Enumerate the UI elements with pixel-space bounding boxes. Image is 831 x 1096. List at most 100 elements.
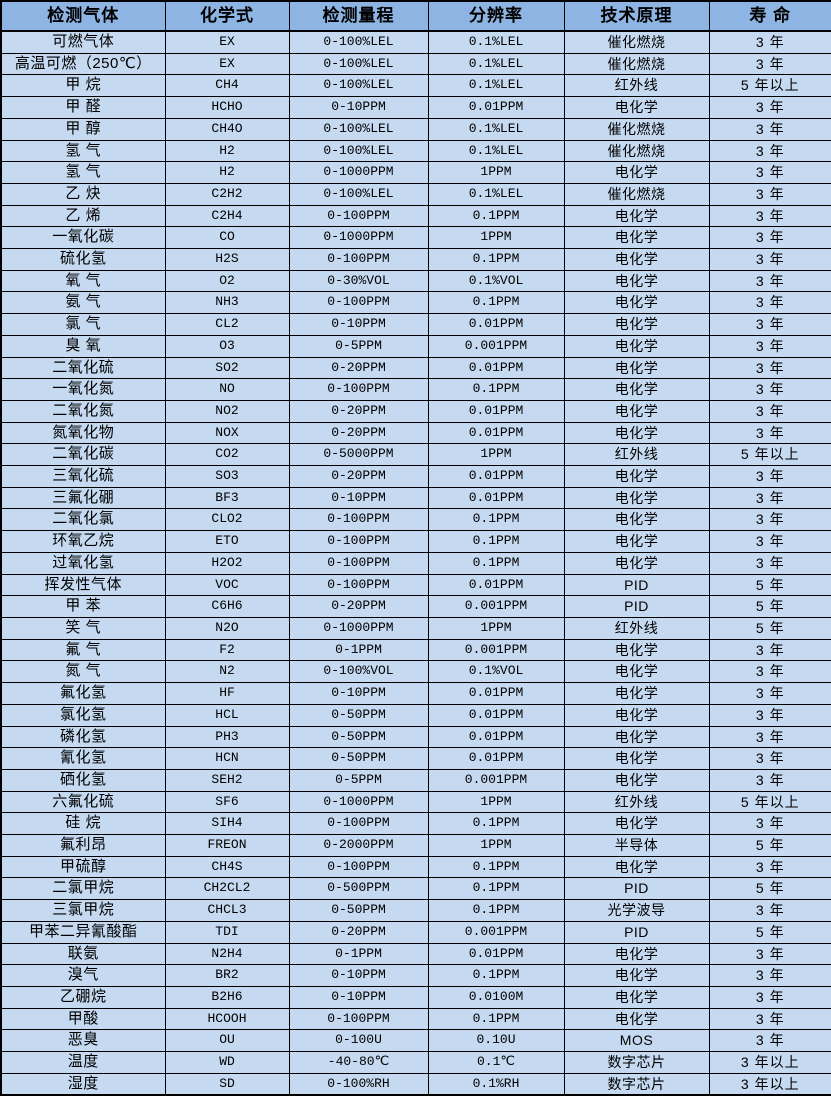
cell-service-life: 5 年 — [708, 920, 831, 944]
cell-chemical-formula: F2 — [164, 638, 290, 662]
table-row: 联氨 N2H4 0-1PPM 0.01PPM 电化学 3 年 — [0, 942, 831, 966]
cell-resolution: 0.01PPM — [427, 942, 565, 966]
cell-gas-name: 一氧化氮 — [0, 378, 166, 401]
cell-detection-range: 0-100PPM — [288, 204, 429, 228]
cell-service-life: 3 年 — [708, 248, 831, 271]
cell-technical-principle: 催化燃烧 — [563, 117, 710, 141]
cell-detection-range: 0-2000PPM — [288, 834, 429, 857]
cell-resolution: 0.001PPM — [427, 638, 565, 662]
cell-detection-range: 0-10PPM — [288, 985, 429, 1009]
cell-service-life: 3 年 — [708, 139, 831, 163]
cell-chemical-formula: B2H6 — [164, 985, 290, 1009]
cell-chemical-formula: CH4S — [164, 855, 290, 879]
cell-service-life: 3 年 — [708, 226, 831, 250]
table-row: 乙 炔 C2H2 0-100%LEL 0.1%LEL 催化燃烧 3 年 — [0, 182, 831, 206]
table-row: 甲 苯 C6H6 0-20PPM 0.001PPM PID 5 年 — [0, 595, 831, 618]
cell-resolution: 0.1%VOL — [427, 269, 565, 293]
cell-resolution: 0.1%LEL — [427, 139, 565, 163]
cell-chemical-formula: CH2CL2 — [164, 877, 290, 901]
cell-detection-range: 0-100PPM — [288, 573, 429, 597]
cell-chemical-formula: PH3 — [164, 725, 290, 749]
cell-service-life: 3 年 — [708, 30, 831, 54]
cell-service-life: 3 年 — [708, 985, 831, 1009]
cell-detection-range: 0-100PPM — [288, 291, 429, 315]
cell-service-life: 3 年 — [708, 812, 831, 836]
cell-technical-principle: 电化学 — [563, 486, 710, 510]
cell-chemical-formula: C2H2 — [164, 182, 290, 206]
cell-chemical-formula: CO2 — [164, 443, 290, 467]
table-row: 三氧化硫 SO3 0-20PPM 0.01PPM 电化学 3 年 — [0, 465, 831, 488]
table-row: 氟 气 F2 0-1PPM 0.001PPM 电化学 3 年 — [0, 638, 831, 662]
table-row: 湿度 SD 0-100%RH 0.1%RH 数字芯片 3 年以上 — [0, 1072, 831, 1096]
table-body: 可燃气体 EX 0-100%LEL 0.1%LEL 催化燃烧 3 年高温可燃（250℃） E… — [0, 30, 831, 1096]
cell-detection-range: 0-1000PPM — [288, 790, 429, 814]
cell-gas-name: 三氧化硫 — [0, 465, 166, 488]
cell-technical-principle: 电化学 — [563, 291, 710, 315]
cell-chemical-formula: WD — [164, 1051, 290, 1074]
cell-gas-name: 氮 气 — [0, 660, 166, 684]
cell-resolution: 1PPM — [427, 834, 565, 857]
cell-chemical-formula: CL2 — [164, 313, 290, 336]
cell-detection-range: 0-100%LEL — [288, 117, 429, 141]
cell-service-life: 3 年 — [708, 96, 831, 119]
cell-chemical-formula: N2 — [164, 660, 290, 684]
cell-resolution: 0.1%LEL — [427, 74, 565, 98]
cell-gas-name: 乙硼烷 — [0, 985, 166, 1009]
cell-resolution: 0.001PPM — [427, 334, 565, 358]
cell-resolution: 0.1%LEL — [427, 52, 565, 76]
cell-technical-principle: 电化学 — [563, 985, 710, 1009]
cell-chemical-formula: BR2 — [164, 964, 290, 987]
cell-technical-principle: 电化学 — [563, 204, 710, 228]
cell-service-life: 3 年 — [708, 703, 831, 727]
cell-resolution: 0.001PPM — [427, 768, 565, 792]
cell-detection-range: 0-100PPM — [288, 378, 429, 401]
cell-chemical-formula: FREON — [164, 834, 290, 857]
cell-chemical-formula: O2 — [164, 269, 290, 293]
cell-gas-name: 甲 烷 — [0, 74, 166, 98]
cell-chemical-formula: CH4 — [164, 74, 290, 98]
cell-technical-principle: 电化学 — [563, 660, 710, 684]
table-row: 甲 醛 HCHO 0-10PPM 0.01PPM 电化学 3 年 — [0, 96, 831, 119]
cell-gas-name: 氢 气 — [0, 139, 166, 163]
cell-chemical-formula: EX — [164, 52, 290, 76]
table-row: 笑 气 N2O 0-1000PPM 1PPM 红外线 5 年 — [0, 616, 831, 640]
cell-chemical-formula: H2 — [164, 139, 290, 163]
cell-technical-principle: 红外线 — [563, 443, 710, 467]
cell-service-life: 3 年 — [708, 161, 831, 184]
cell-chemical-formula: HF — [164, 682, 290, 705]
cell-chemical-formula: EX — [164, 30, 290, 54]
cell-chemical-formula: SD — [164, 1072, 290, 1096]
cell-technical-principle: 电化学 — [563, 703, 710, 727]
cell-chemical-formula: H2O2 — [164, 551, 290, 575]
cell-detection-range: 0-10PPM — [288, 486, 429, 510]
table-row: 二氯甲烷 CH2CL2 0-500PPM 0.1PPM PID 5 年 — [0, 877, 831, 901]
cell-gas-name: 联氨 — [0, 942, 166, 966]
cell-chemical-formula: C6H6 — [164, 595, 290, 618]
cell-detection-range: 0-100PPM — [288, 530, 429, 553]
table-row: 磷化氢 PH3 0-50PPM 0.01PPM 电化学 3 年 — [0, 725, 831, 749]
cell-technical-principle: 电化学 — [563, 248, 710, 271]
cell-service-life: 3 年 — [708, 660, 831, 684]
table-row: 氨 气 NH3 0-100PPM 0.1PPM 电化学 3 年 — [0, 291, 831, 315]
cell-technical-principle: 电化学 — [563, 269, 710, 293]
table-row: 硫化氢 H2S 0-100PPM 0.1PPM 电化学 3 年 — [0, 248, 831, 271]
cell-detection-range: 0-50PPM — [288, 725, 429, 749]
cell-resolution: 0.1PPM — [427, 551, 565, 575]
cell-technical-principle: 红外线 — [563, 74, 710, 98]
cell-chemical-formula: H2 — [164, 161, 290, 184]
cell-resolution: 0.0100M — [427, 985, 565, 1009]
cell-detection-range: 0-5000PPM — [288, 443, 429, 467]
cell-technical-principle: 电化学 — [563, 551, 710, 575]
cell-gas-name: 可燃气体 — [0, 30, 166, 54]
table-row: 可燃气体 EX 0-100%LEL 0.1%LEL 催化燃烧 3 年 — [0, 30, 831, 54]
cell-chemical-formula: H2S — [164, 248, 290, 271]
cell-gas-name: 磷化氢 — [0, 725, 166, 749]
cell-technical-principle: PID — [563, 595, 710, 618]
cell-gas-name: 氟利昂 — [0, 834, 166, 857]
cell-resolution: 0.10U — [427, 1029, 565, 1053]
cell-resolution: 0.01PPM — [427, 421, 565, 445]
table-row: 二氧化硫 SO2 0-20PPM 0.01PPM 电化学 3 年 — [0, 356, 831, 380]
cell-technical-principle: 数字芯片 — [563, 1051, 710, 1074]
cell-resolution: 0.1PPM — [427, 899, 565, 922]
cell-chemical-formula: CH4O — [164, 117, 290, 141]
